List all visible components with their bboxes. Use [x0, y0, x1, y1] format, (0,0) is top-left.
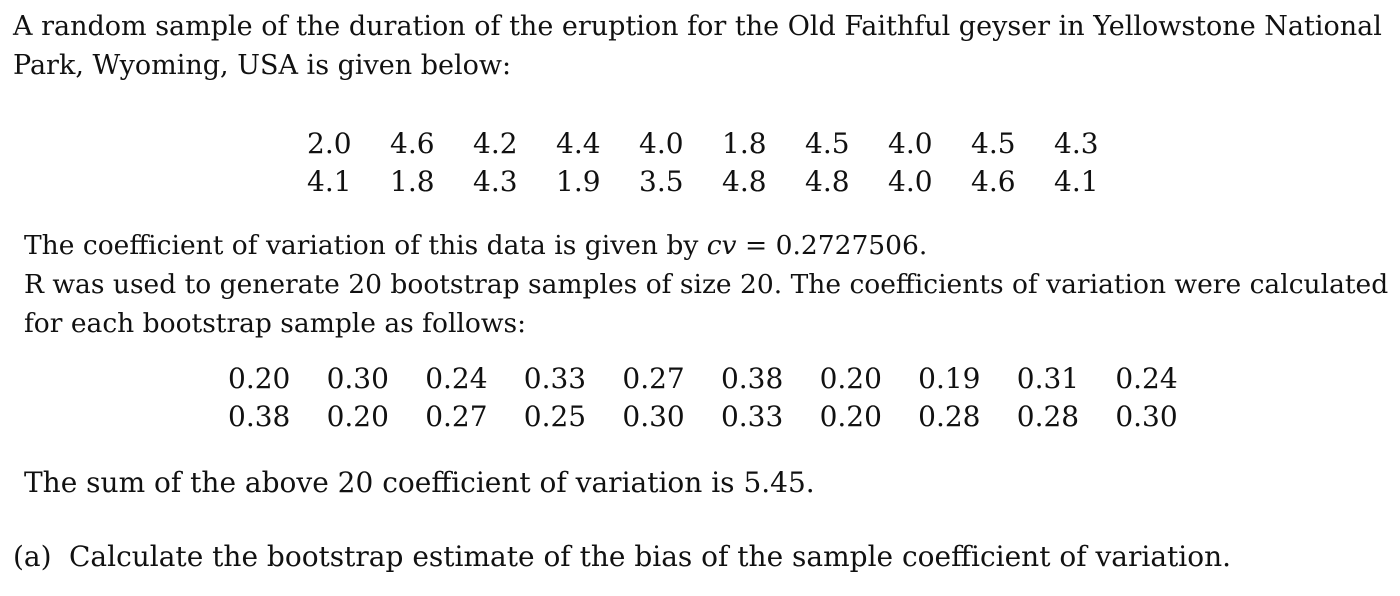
bootstrap-cv-cell: 0.28 — [918, 400, 981, 433]
eruption-value-cell: 4.2 — [473, 127, 518, 160]
eruption-value-cell: 4.8 — [722, 165, 767, 198]
bootstrap-cv-cell: 0.28 — [1016, 400, 1080, 433]
eruption-value-cell: 4.0 — [888, 127, 933, 160]
bootstrap-cv-cell: 0.30 — [1115, 400, 1178, 433]
eruption-value-cell: 4.0 — [888, 165, 933, 198]
coefficient-paragraph: The coefficient of variation of this dat… — [24, 226, 1388, 343]
bootstrap-cv-table: 0.20 0.30 0.24 0.33 0.27 0.38 0.20 0.19 0.31 0.24… — [228, 360, 1214, 436]
eruption-value-cell: 2.0 — [307, 127, 352, 160]
eruption-row: 4.1 1.8 4.3 1.9 3.5 4.8 4.8 4.0 4.6 4.1 — [307, 163, 1137, 201]
cv-line-prefix: The coefficient of variation of this dat… — [24, 230, 707, 261]
bootstrap-cv-cell: 0.33 — [523, 362, 587, 395]
sum-statement: The sum of the above 20 coefficient of v… — [24, 466, 815, 499]
eruption-value-cell: 4.5 — [971, 127, 1016, 160]
cv-line-suffix: = 0.2727506. — [736, 230, 928, 261]
eruption-value-cell: 4.0 — [639, 127, 684, 160]
eruption-value-cell: 4.4 — [556, 127, 601, 160]
eruption-value-cell: 3.5 — [639, 165, 684, 198]
eruption-value-cell: 4.8 — [805, 165, 850, 198]
bootstrap-cv-cell: 0.38 — [720, 362, 784, 395]
eruption-value-cell: 4.1 — [1054, 165, 1099, 198]
intro-paragraph: A random sample of the duration of the e… — [13, 7, 1382, 85]
bootstrap-cv-cell: 0.38 — [228, 400, 291, 433]
question-text: Calculate the bootstrap estimate of the … — [69, 540, 1232, 573]
bootstrap-cv-cell: 0.31 — [1016, 362, 1080, 395]
bootstrap-cv-cell: 0.20 — [326, 400, 389, 433]
eruption-value-cell: 1.9 — [556, 165, 601, 198]
eruption-row: 2.0 4.6 4.2 4.4 4.0 1.8 4.5 4.0 4.5 4.3 — [307, 125, 1137, 163]
eruption-value-cell: 4.3 — [473, 165, 518, 198]
bootstrap-cv-cell: 0.30 — [622, 400, 685, 433]
bootstrap-cv-cell: 0.24 — [1115, 362, 1178, 395]
eruption-value-cell: 1.8 — [390, 165, 435, 198]
bootstrap-description-line: R was used to generate 20 bootstrap samp… — [24, 269, 1389, 300]
bootstrap-description-line-2: for each bootstrap sample as follows: — [24, 308, 527, 339]
bootstrap-cv-cell: 0.20 — [228, 362, 291, 395]
eruption-value-cell: 4.6 — [971, 165, 1016, 198]
bootstrap-cv-cell: 0.25 — [523, 400, 587, 433]
question-a: (a) Calculate the bootstrap estimate of t… — [13, 537, 1231, 576]
bootstrap-cv-cell: 0.20 — [819, 400, 882, 433]
question-label: (a) — [13, 540, 52, 573]
bootstrap-cv-cell: 0.19 — [918, 362, 981, 395]
eruption-value-cell: 4.5 — [805, 127, 850, 160]
eruption-duration-table: 2.0 4.6 4.2 4.4 4.0 1.8 4.5 4.0 4.5 4.3 4.1 1.8 4.3 1… — [307, 125, 1137, 201]
bootstrap-cv-cell: 0.33 — [720, 400, 784, 433]
bootstrap-cv-cell: 0.24 — [425, 362, 488, 395]
bootstrap-cv-cell: 0.20 — [819, 362, 882, 395]
cv-symbol: cv — [706, 230, 737, 261]
bootstrap-cv-cell: 0.27 — [425, 400, 488, 433]
eruption-value-cell: 4.1 — [307, 165, 352, 198]
intro-line-2: Park, Wyoming, USA is given below: — [13, 50, 512, 81]
eruption-value-cell: 4.3 — [1054, 127, 1099, 160]
bootstrap-cv-cell: 0.27 — [622, 362, 685, 395]
eruption-value-cell: 1.8 — [722, 127, 767, 160]
intro-line-1: A random sample of the duration of the e… — [13, 11, 1382, 42]
bootstrap-cv-cell: 0.30 — [326, 362, 389, 395]
eruption-value-cell: 4.6 — [390, 127, 435, 160]
bootstrap-row: 0.38 0.20 0.27 0.25 0.30 0.33 0.20 0.28 0.28 0.30 — [228, 398, 1214, 436]
bootstrap-row: 0.20 0.30 0.24 0.33 0.27 0.38 0.20 0.19 0.31 0.24 — [228, 360, 1214, 398]
